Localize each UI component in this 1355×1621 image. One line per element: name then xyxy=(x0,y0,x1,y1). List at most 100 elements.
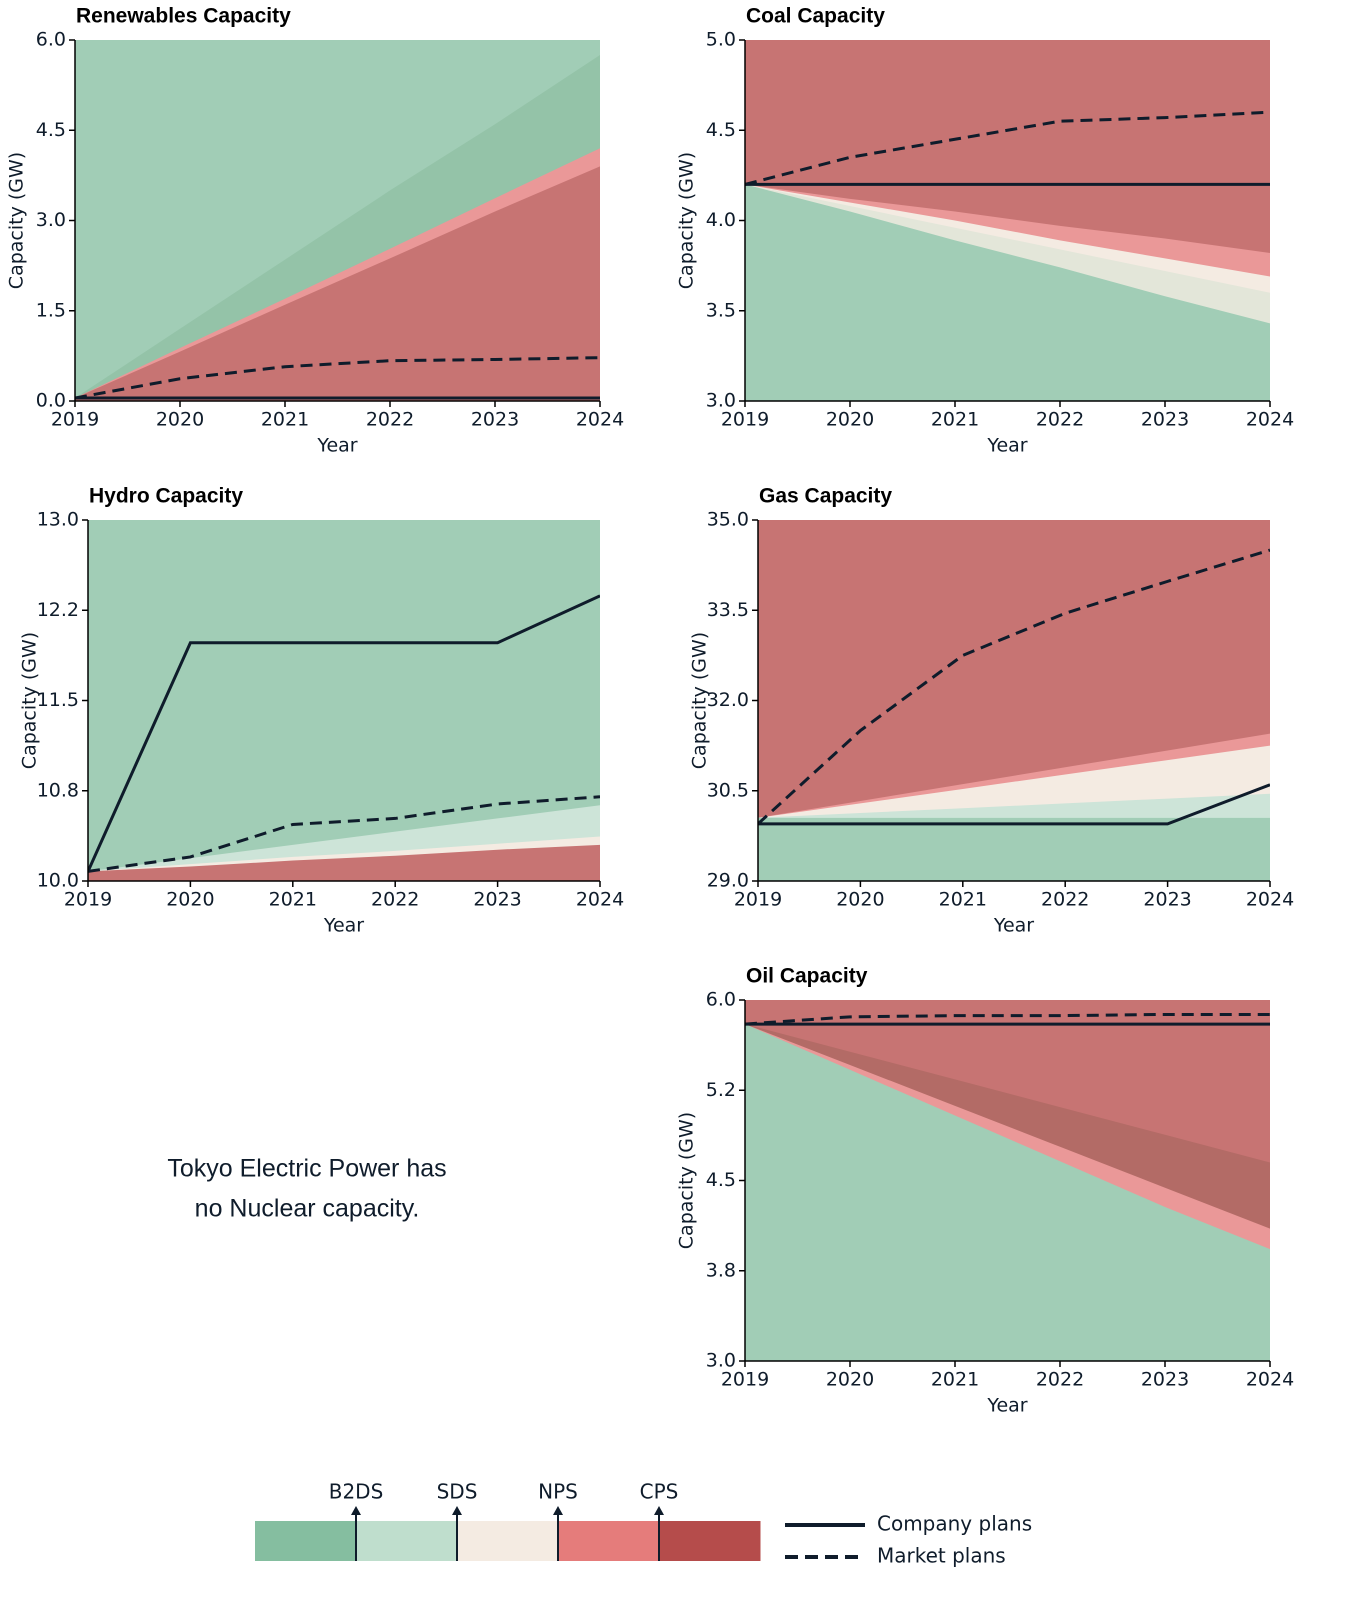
y-axis-label: Capacity (GW) xyxy=(19,632,41,769)
y-axis-label: Capacity (GW) xyxy=(689,632,711,769)
x-tick-label: 2019 xyxy=(734,889,782,911)
legend-swatch xyxy=(457,1521,559,1561)
plot-area xyxy=(88,520,600,881)
legend: B2DS SDS NPS CPS Company plans Market plans xyxy=(255,1480,1032,1568)
plot-area xyxy=(745,40,1270,401)
x-tick-label: 2021 xyxy=(269,889,317,911)
y-tick-label: 13.0 xyxy=(37,509,79,531)
y-axis-label: Capacity (GW) xyxy=(676,152,698,289)
x-tick-label: 2023 xyxy=(1141,1369,1189,1391)
scenario-area xyxy=(75,166,600,401)
x-tick-label: 2020 xyxy=(826,409,874,431)
y-tick-label: 33.5 xyxy=(707,599,749,621)
x-tick-label: 2021 xyxy=(261,409,309,431)
y-tick-label: 4.0 xyxy=(706,209,736,231)
scenario-area xyxy=(758,817,1270,881)
legend-swatch xyxy=(659,1521,761,1561)
chart-panel: 3.0 3.8 4.5 5.2 6.0 2019 2020 2021 2022 2023 2024 O… xyxy=(676,965,1295,1417)
note-text: no Nuclear capacity. xyxy=(195,1195,420,1223)
market-plans-line xyxy=(758,548,1270,825)
market-plans-line xyxy=(88,795,600,873)
legend-label: CPS xyxy=(640,1480,679,1504)
y-tick-label: 30.5 xyxy=(707,779,749,801)
scenario-area xyxy=(88,844,600,881)
x-tick-label: 2023 xyxy=(473,889,521,911)
scenario-area xyxy=(745,1024,1270,1361)
market-plans-line xyxy=(745,1012,1270,1026)
y-tick-label: 3.0 xyxy=(706,1350,736,1372)
chart-panel: 10.0 10.8 11.5 12.2 13.0 2019 2020 2021 2022 2023… xyxy=(19,485,625,937)
y-tick-label: 12.2 xyxy=(37,599,79,621)
chart-panel: 3.0 3.5 4.0 4.5 5.0 2019 2020 2021 2022 2023 2024 C… xyxy=(676,5,1295,457)
x-axis-label: Year xyxy=(323,915,364,937)
y-tick-label: 0.0 xyxy=(36,390,66,412)
legend-arrowhead xyxy=(654,1506,664,1515)
note-text: Tokyo Electric Power has xyxy=(167,1155,446,1183)
y-tick-label: 4.5 xyxy=(36,119,66,141)
legend-swatch xyxy=(356,1521,458,1561)
y-tick-label: 11.5 xyxy=(37,689,79,711)
y-tick-label: 5.0 xyxy=(706,29,736,51)
x-axis-label: Year xyxy=(316,435,357,457)
chart-title: Renewables Capacity xyxy=(76,5,291,28)
y-tick-label: 5.2 xyxy=(706,1079,736,1101)
company-plans-line xyxy=(88,594,600,872)
x-tick-label: 2024 xyxy=(1246,1369,1294,1391)
legend-arrowhead xyxy=(351,1506,361,1515)
x-tick-label: 2022 xyxy=(366,409,414,431)
x-tick-label: 2024 xyxy=(1246,409,1294,431)
x-axis-label: Year xyxy=(986,435,1027,457)
y-tick-label: 4.5 xyxy=(706,1169,736,1191)
y-tick-label: 6.0 xyxy=(36,29,66,51)
y-tick-label: 6.0 xyxy=(706,989,736,1011)
x-tick-label: 2024 xyxy=(576,889,624,911)
y-tick-label: 3.8 xyxy=(706,1259,736,1281)
x-tick-label: 2023 xyxy=(1141,409,1189,431)
scenario-area xyxy=(745,184,1270,401)
x-axis-label: Year xyxy=(993,915,1034,937)
x-tick-label: 2020 xyxy=(836,889,884,911)
chart-title: Coal Capacity xyxy=(746,5,885,28)
legend-arrowhead xyxy=(553,1506,563,1515)
chart-title: Oil Capacity xyxy=(746,965,868,988)
plot-area xyxy=(758,520,1270,881)
x-tick-label: 2021 xyxy=(931,409,979,431)
y-tick-label: 10.8 xyxy=(37,779,79,801)
x-tick-label: 2021 xyxy=(931,1369,979,1391)
company-plans-line xyxy=(758,783,1270,826)
x-tick-label: 2019 xyxy=(721,1369,769,1391)
y-axis-label: Capacity (GW) xyxy=(6,152,28,289)
x-tick-label: 2021 xyxy=(939,889,987,911)
y-tick-label: 1.5 xyxy=(36,299,66,321)
chart-panel: 0.0 1.5 3.0 4.5 6.0 2019 2020 2021 2022 2023 2024 R… xyxy=(6,5,625,457)
y-axis-label: Capacity (GW) xyxy=(676,1112,698,1249)
legend-label: Market plans xyxy=(877,1544,1006,1568)
y-tick-label: 35.0 xyxy=(707,509,749,531)
x-tick-label: 2019 xyxy=(721,409,769,431)
x-tick-label: 2024 xyxy=(576,409,624,431)
x-tick-label: 2023 xyxy=(471,409,519,431)
y-tick-label: 10.0 xyxy=(37,870,79,892)
x-tick-label: 2020 xyxy=(166,889,214,911)
y-tick-label: 32.0 xyxy=(707,689,749,711)
market-plans-line xyxy=(75,356,600,400)
plot-area xyxy=(745,1000,1270,1361)
x-tick-label: 2020 xyxy=(156,409,204,431)
x-tick-label: 2022 xyxy=(371,889,419,911)
legend-swatch xyxy=(255,1521,357,1561)
x-tick-label: 2022 xyxy=(1036,409,1084,431)
legend-label: SDS xyxy=(437,1480,478,1504)
market-plans-line xyxy=(745,110,1270,186)
chart-panel: 29.0 30.5 32.0 33.5 35.0 2019 2020 2021 2022 2023… xyxy=(689,485,1295,937)
x-tick-label: 2022 xyxy=(1041,889,1089,911)
x-tick-label: 2024 xyxy=(1246,889,1294,911)
x-tick-label: 2019 xyxy=(64,889,112,911)
plot-area xyxy=(75,40,600,401)
chart-title: Hydro Capacity xyxy=(89,485,243,508)
y-tick-label: 3.0 xyxy=(36,209,66,231)
x-axis-label: Year xyxy=(986,1395,1027,1417)
chart-title: Gas Capacity xyxy=(759,485,892,508)
legend-label: Company plans xyxy=(877,1512,1032,1536)
legend-label: NPS xyxy=(538,1480,578,1504)
legend-swatch xyxy=(558,1521,660,1561)
